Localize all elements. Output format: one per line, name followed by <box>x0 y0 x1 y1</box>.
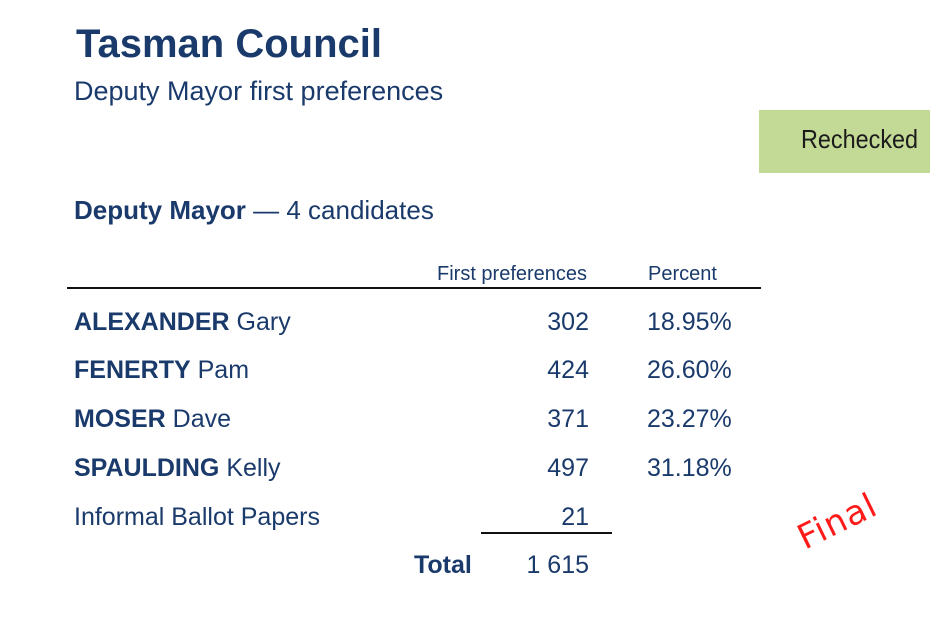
candidate-surname: MOSER <box>74 405 166 433</box>
informal-votes: 21 <box>561 503 589 531</box>
candidate-count: — 4 candidates <box>245 195 434 225</box>
final-stamp: Final <box>791 485 884 558</box>
informal-label: Informal Ballot Papers <box>74 503 320 531</box>
candidate-given-name: Gary <box>229 308 291 336</box>
page-subtitle: Deputy Mayor first preferences <box>74 76 444 106</box>
candidate-name: MOSER Dave <box>74 405 231 434</box>
candidate-votes: 302 <box>547 308 589 336</box>
candidate-name: FENERTY Pam <box>74 356 249 385</box>
table-row: SPAULDING Kelly 497 31.18% <box>0 454 930 488</box>
section-heading: Deputy Mayor — 4 candidates <box>74 195 434 226</box>
page-title: Tasman Council <box>76 22 382 66</box>
table-row: ALEXANDER Gary 302 18.95% <box>0 308 930 342</box>
candidate-surname: SPAULDING <box>74 454 220 482</box>
office-name: Deputy Mayor <box>74 195 246 225</box>
table-row: FENERTY Pam 424 26.60% <box>0 356 930 390</box>
candidate-given-name: Pam <box>190 356 250 384</box>
column-header-percent: Percent <box>648 263 717 285</box>
candidate-surname: ALEXANDER <box>74 308 230 336</box>
total-value: 1 615 <box>526 551 589 579</box>
sum-divider <box>481 532 612 534</box>
status-badge: Rechecked <box>759 110 930 173</box>
informal-row: Informal Ballot Papers 21 <box>0 503 930 537</box>
candidate-name: ALEXANDER Gary <box>74 308 291 337</box>
candidate-surname: FENERTY <box>74 356 191 384</box>
candidate-given-name: Kelly <box>219 454 281 482</box>
candidate-votes: 497 <box>547 454 589 482</box>
candidate-percent: 18.95% <box>647 308 732 336</box>
status-badge-label: Rechecked <box>800 124 918 154</box>
candidate-votes: 371 <box>547 405 589 433</box>
table-row: MOSER Dave 371 23.27% <box>0 405 930 439</box>
candidate-percent: 26.60% <box>647 356 732 384</box>
header-divider <box>67 287 761 289</box>
candidate-percent: 23.27% <box>647 405 732 433</box>
candidate-percent: 31.18% <box>647 454 732 482</box>
candidate-given-name: Dave <box>165 405 231 433</box>
candidate-votes: 424 <box>547 356 589 384</box>
column-header-first-preferences: First preferences <box>437 263 588 285</box>
candidate-name: SPAULDING Kelly <box>74 454 281 483</box>
total-label: Total <box>414 551 472 579</box>
